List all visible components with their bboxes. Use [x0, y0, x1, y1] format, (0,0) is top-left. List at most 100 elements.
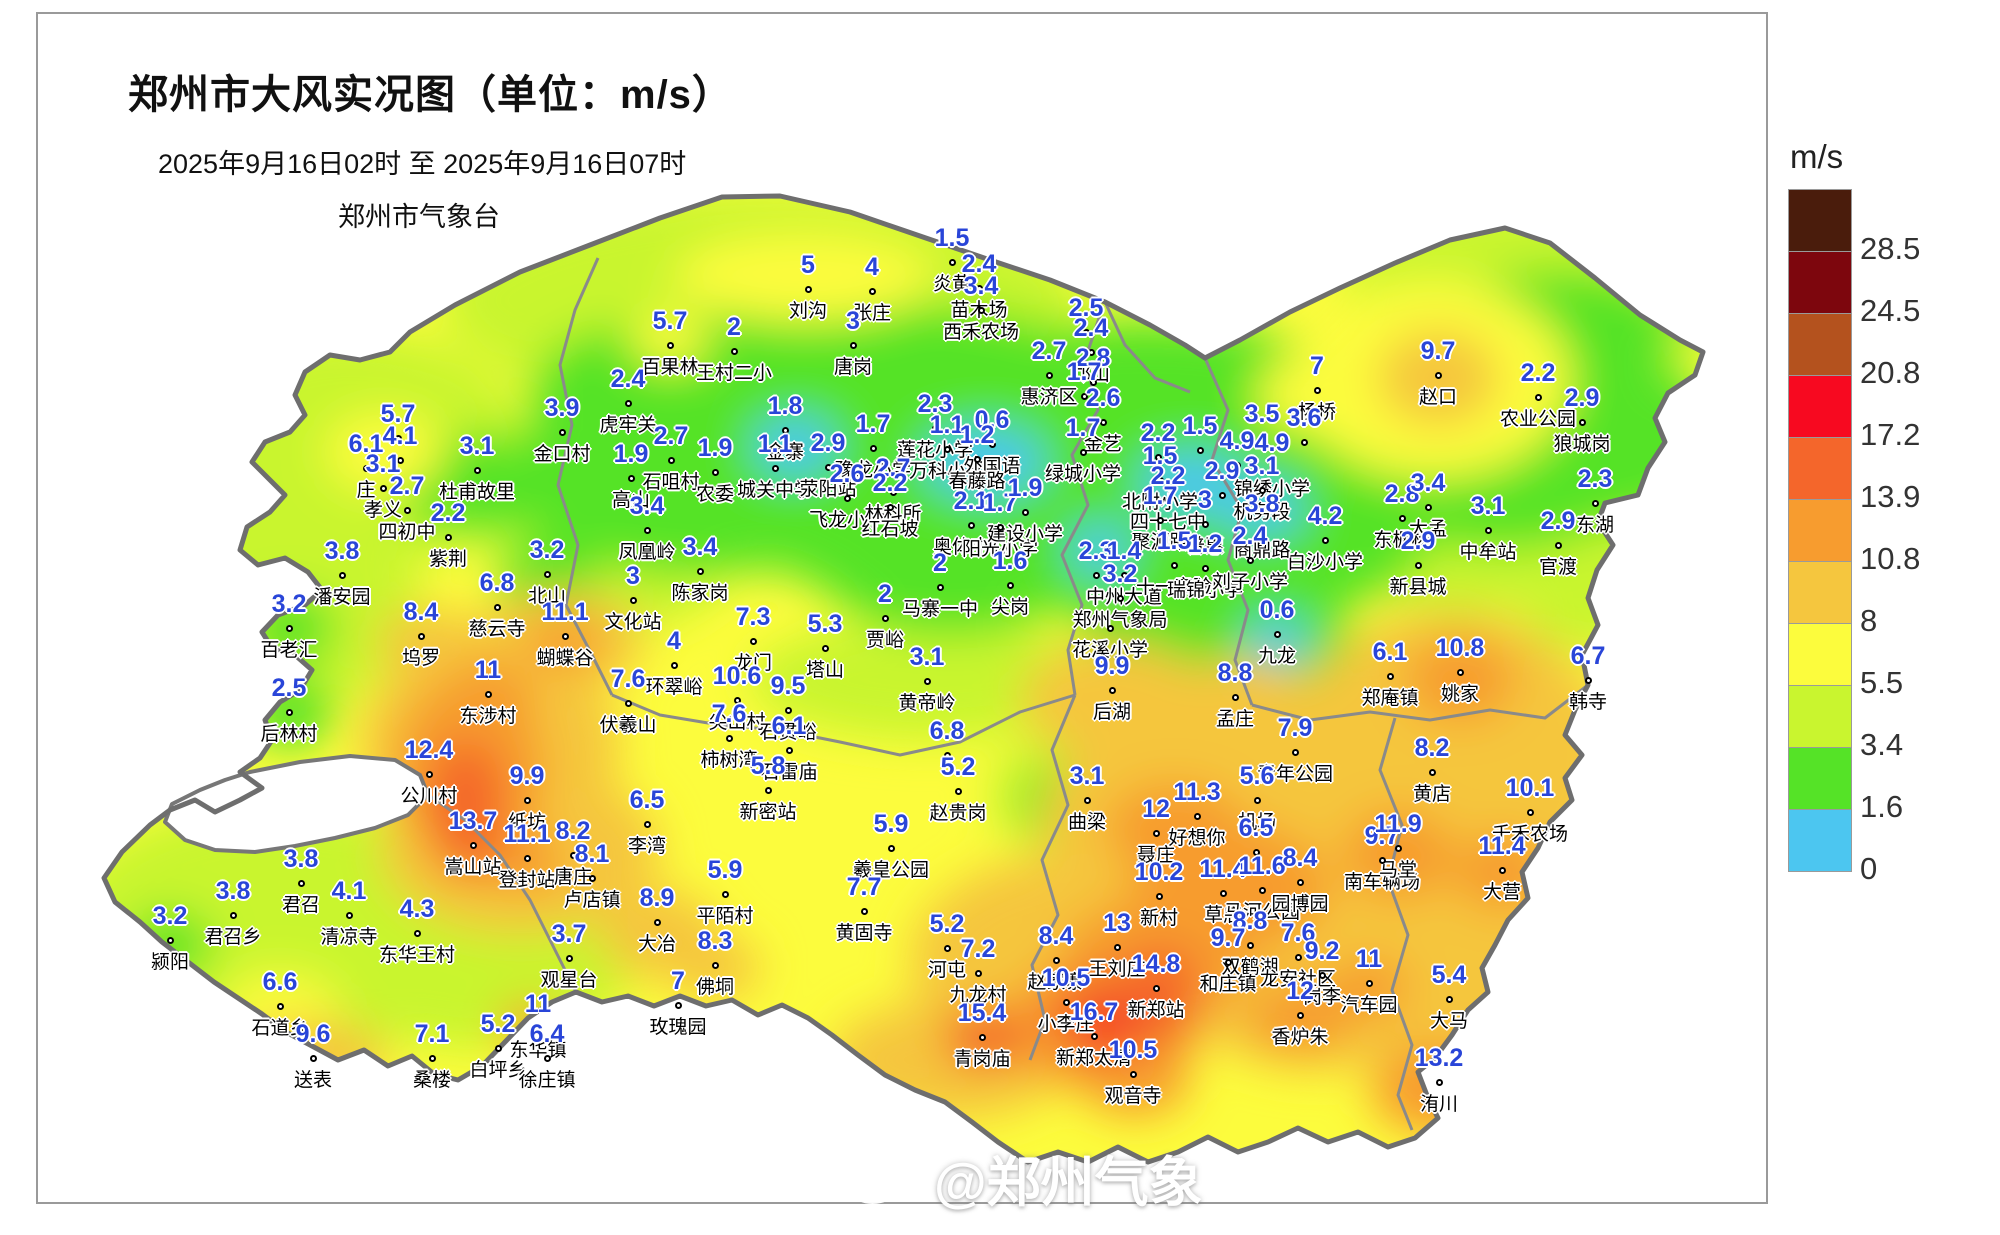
station-dot	[1246, 941, 1254, 949]
station-name: 中牟站	[1459, 542, 1517, 563]
station-name: 东华王村	[378, 945, 456, 966]
watermark-text: @郑州气象	[934, 1153, 1203, 1213]
legend-swatch	[1788, 189, 1852, 252]
station-dot	[1386, 672, 1394, 680]
station-dot	[494, 1044, 502, 1052]
station-value: 2.5	[1068, 294, 1104, 322]
station-name: 高山	[611, 490, 651, 511]
station-name: 新郑站	[1127, 1000, 1185, 1021]
station-dot	[974, 969, 982, 977]
station-name: 锦绣小学	[1233, 479, 1311, 500]
station-value: 10.2	[1134, 858, 1184, 886]
station-name: 奥体中心	[932, 537, 1010, 558]
station-name: 公川村	[400, 786, 458, 807]
station-name: 黄固寺	[835, 923, 893, 944]
station-dot	[725, 734, 733, 742]
station-name: 羲皇公园	[852, 860, 930, 881]
station-name: 北山	[527, 586, 567, 607]
station-dot	[996, 523, 1004, 531]
station-dot	[523, 796, 531, 804]
station-name: 杨桥	[1297, 402, 1337, 423]
station-value: 5.6	[1239, 762, 1275, 790]
station-dot	[1164, 496, 1172, 504]
station-dot	[276, 1002, 284, 1010]
station-dot	[860, 907, 868, 915]
station-dot	[629, 596, 637, 604]
station-name: 大冶	[637, 934, 677, 955]
station-value: 1.2	[1187, 530, 1223, 558]
station-name: 河屯	[927, 960, 967, 981]
legend-swatch	[1788, 437, 1852, 500]
station-name: 郑州气象局	[1072, 610, 1168, 631]
legend-unit: m/s	[1790, 138, 1844, 175]
station-name: 金艺	[1083, 434, 1123, 455]
station-value: 2.9	[1400, 527, 1436, 555]
station-value: 2.8	[1384, 480, 1420, 508]
station-value: 7.6	[711, 700, 747, 728]
station-name: 狼城岗	[1553, 434, 1611, 455]
station-value: 11	[1355, 945, 1383, 973]
station-dot	[1321, 536, 1329, 544]
station-dot	[484, 690, 492, 698]
station-name: 唐庄	[553, 867, 593, 888]
legend-tick: 10.8	[1860, 541, 1921, 577]
station-dot	[785, 746, 793, 754]
station-value: 5.9	[873, 810, 909, 838]
station-dot	[1233, 461, 1241, 469]
station-dot	[1252, 848, 1260, 856]
station-name: 新村	[1139, 908, 1179, 929]
station-value: 1.4	[1106, 537, 1142, 565]
station-value: 10.6	[712, 662, 762, 690]
station-value: 10.1	[1505, 774, 1555, 802]
station-dot	[394, 434, 402, 442]
station-name: 千禾农场	[1491, 824, 1569, 845]
station-value: 3.8	[283, 845, 319, 873]
station-name: 普惠	[1185, 536, 1225, 557]
station-value: 2.9	[810, 429, 846, 457]
legend-tick: 3.4	[1860, 727, 1904, 763]
station-dot	[843, 494, 851, 502]
station-value: 3.1	[909, 643, 945, 671]
station-name: 龙门	[733, 653, 773, 674]
station-dot	[1083, 796, 1091, 804]
station-name: 聂庄	[1136, 845, 1176, 866]
station-value: 2.7	[1031, 337, 1067, 365]
legend: m/s 28.5 24.5 20.8 17.2 13.9 10.8 8 5.5 3.4 1.6 0	[1788, 138, 1920, 886]
station-value: 2.7	[875, 454, 911, 482]
station-value: 3.4	[629, 492, 665, 520]
station-dot	[1082, 328, 1090, 336]
station-dot	[733, 696, 741, 704]
station-value: 6.1	[348, 430, 384, 458]
station-name: 新郑太清	[1055, 1048, 1133, 1069]
station-value: 3.1	[459, 432, 495, 460]
station-value: 2.7	[389, 472, 425, 500]
station-dot	[229, 911, 237, 919]
station-name: 惠济区	[1020, 387, 1078, 408]
station-dot	[643, 526, 651, 534]
station-dot	[975, 284, 983, 292]
station-dot	[1534, 393, 1542, 401]
station-name: 贾峪	[865, 630, 905, 651]
station-value: 2.3	[1577, 465, 1613, 493]
legend-swatch	[1788, 623, 1852, 686]
station-dot	[643, 820, 651, 828]
station-dot	[543, 1054, 551, 1062]
station-dot	[428, 1054, 436, 1062]
station-dot	[670, 661, 678, 669]
station-value: 10.5	[1041, 964, 1091, 992]
station-dot	[417, 632, 425, 640]
station-name: 龙安社区	[1259, 969, 1337, 990]
station-dot	[403, 506, 411, 514]
station-value: 8.4	[403, 598, 439, 626]
station-name: 杜甫故里	[438, 482, 516, 503]
station-dot	[967, 521, 975, 529]
station-name: 佛垌	[695, 977, 735, 998]
station-name: 后湖	[1092, 702, 1132, 723]
station-value: 2.4	[961, 250, 997, 278]
station-dot	[1365, 979, 1373, 987]
station-value: 2.7	[653, 422, 689, 450]
station-dot	[1155, 892, 1163, 900]
station-dot	[824, 463, 832, 471]
station-value: 4.1	[331, 877, 367, 905]
station-value: 12.4	[404, 736, 454, 764]
